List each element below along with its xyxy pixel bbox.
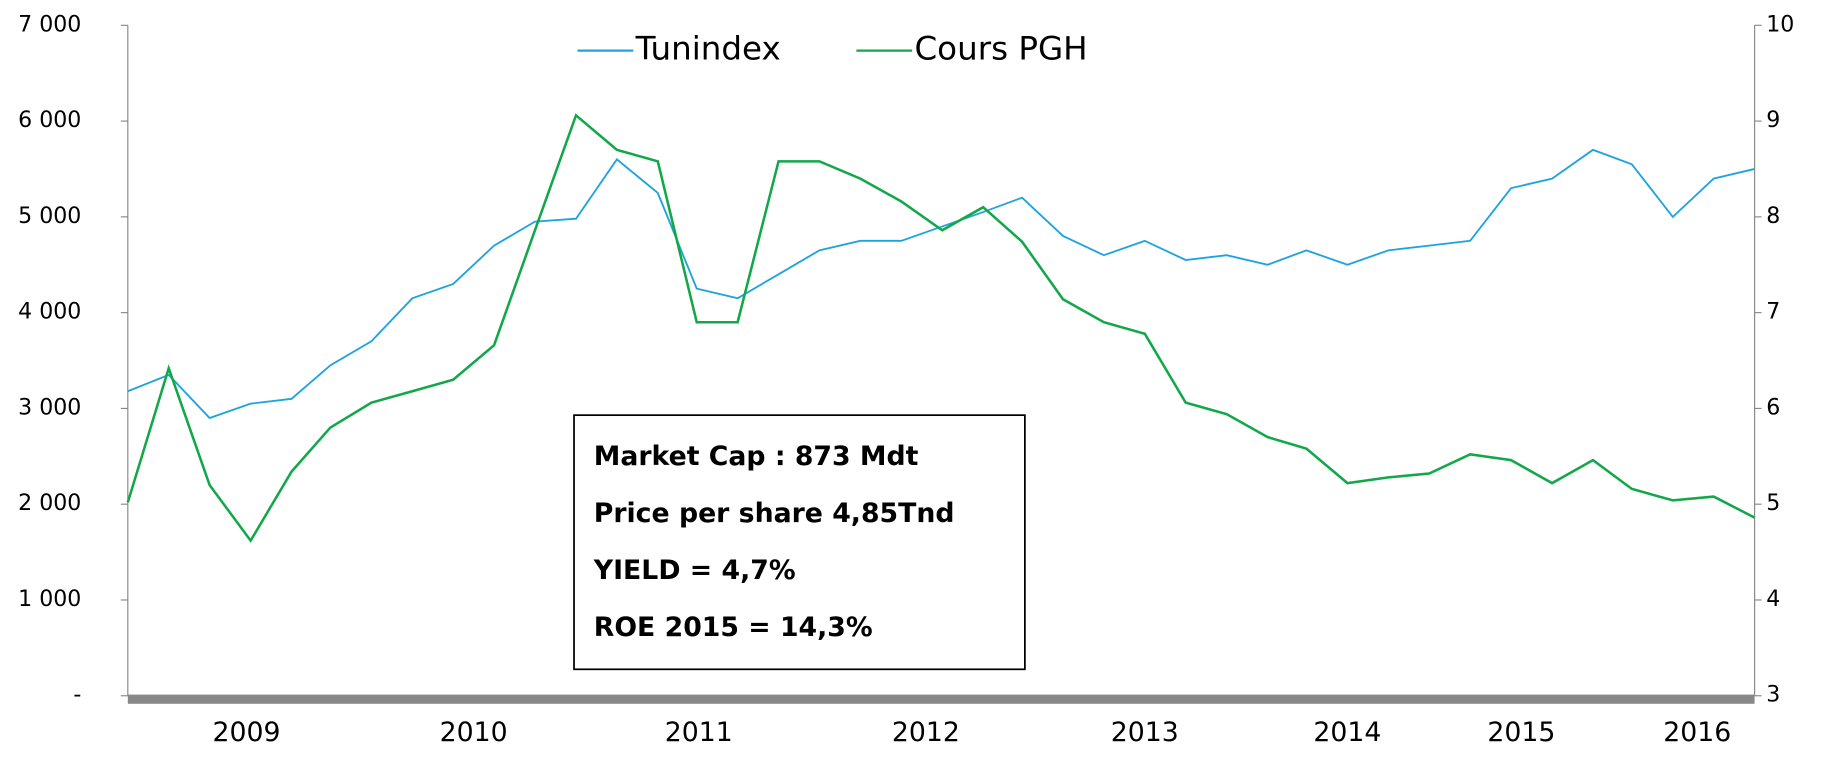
annotation: YIELD = 4,7% xyxy=(593,555,796,586)
series-line xyxy=(127,148,1755,420)
y2-tick-label: 9 xyxy=(1766,108,1780,133)
y2-tick-label: 3 xyxy=(1766,683,1780,708)
x-tick-label: 2009 xyxy=(213,717,281,748)
y2-tick-label: 10 xyxy=(1766,12,1794,37)
legend-label: Cours PGH xyxy=(914,30,1087,68)
x-tick-label: 2011 xyxy=(665,717,733,748)
y-tick-label: - xyxy=(73,683,81,708)
y2-tick-label: 7 xyxy=(1766,300,1780,325)
y-tick-label: 1 000 xyxy=(18,587,81,612)
y-tick-label: 2 000 xyxy=(18,491,81,516)
y2-tick-label: 5 xyxy=(1766,491,1780,516)
x-axis xyxy=(127,694,1755,704)
x-tick-label: 2012 xyxy=(892,717,960,748)
y-tick-label: 3 000 xyxy=(18,395,81,420)
annotation: ROE 2015 = 14,3% xyxy=(594,612,873,643)
annotation: Market Cap : 873 Mdt xyxy=(594,441,919,472)
x-tick-label: 2010 xyxy=(440,717,508,748)
legend-label: Tunindex xyxy=(635,30,781,68)
y-tick-label: 7 000 xyxy=(18,12,81,37)
annotation: Price per share 4,85Tnd xyxy=(594,498,955,529)
y-tick-label: 5 000 xyxy=(18,204,81,229)
x-tick-label: 2015 xyxy=(1487,717,1555,748)
y2-tick-label: 6 xyxy=(1766,395,1780,420)
y2-tick-label: 8 xyxy=(1766,204,1780,229)
x-tick-label: 2013 xyxy=(1111,717,1179,748)
x-tick-label: 2014 xyxy=(1313,717,1381,748)
annotation-box xyxy=(573,414,1026,671)
y-tick-label: 4 000 xyxy=(18,300,81,325)
x-tick-label: 2016 xyxy=(1663,717,1731,748)
series-line xyxy=(126,113,1756,543)
y-tick-label: 6 000 xyxy=(18,108,81,133)
y2-tick-label: 4 xyxy=(1766,587,1780,612)
